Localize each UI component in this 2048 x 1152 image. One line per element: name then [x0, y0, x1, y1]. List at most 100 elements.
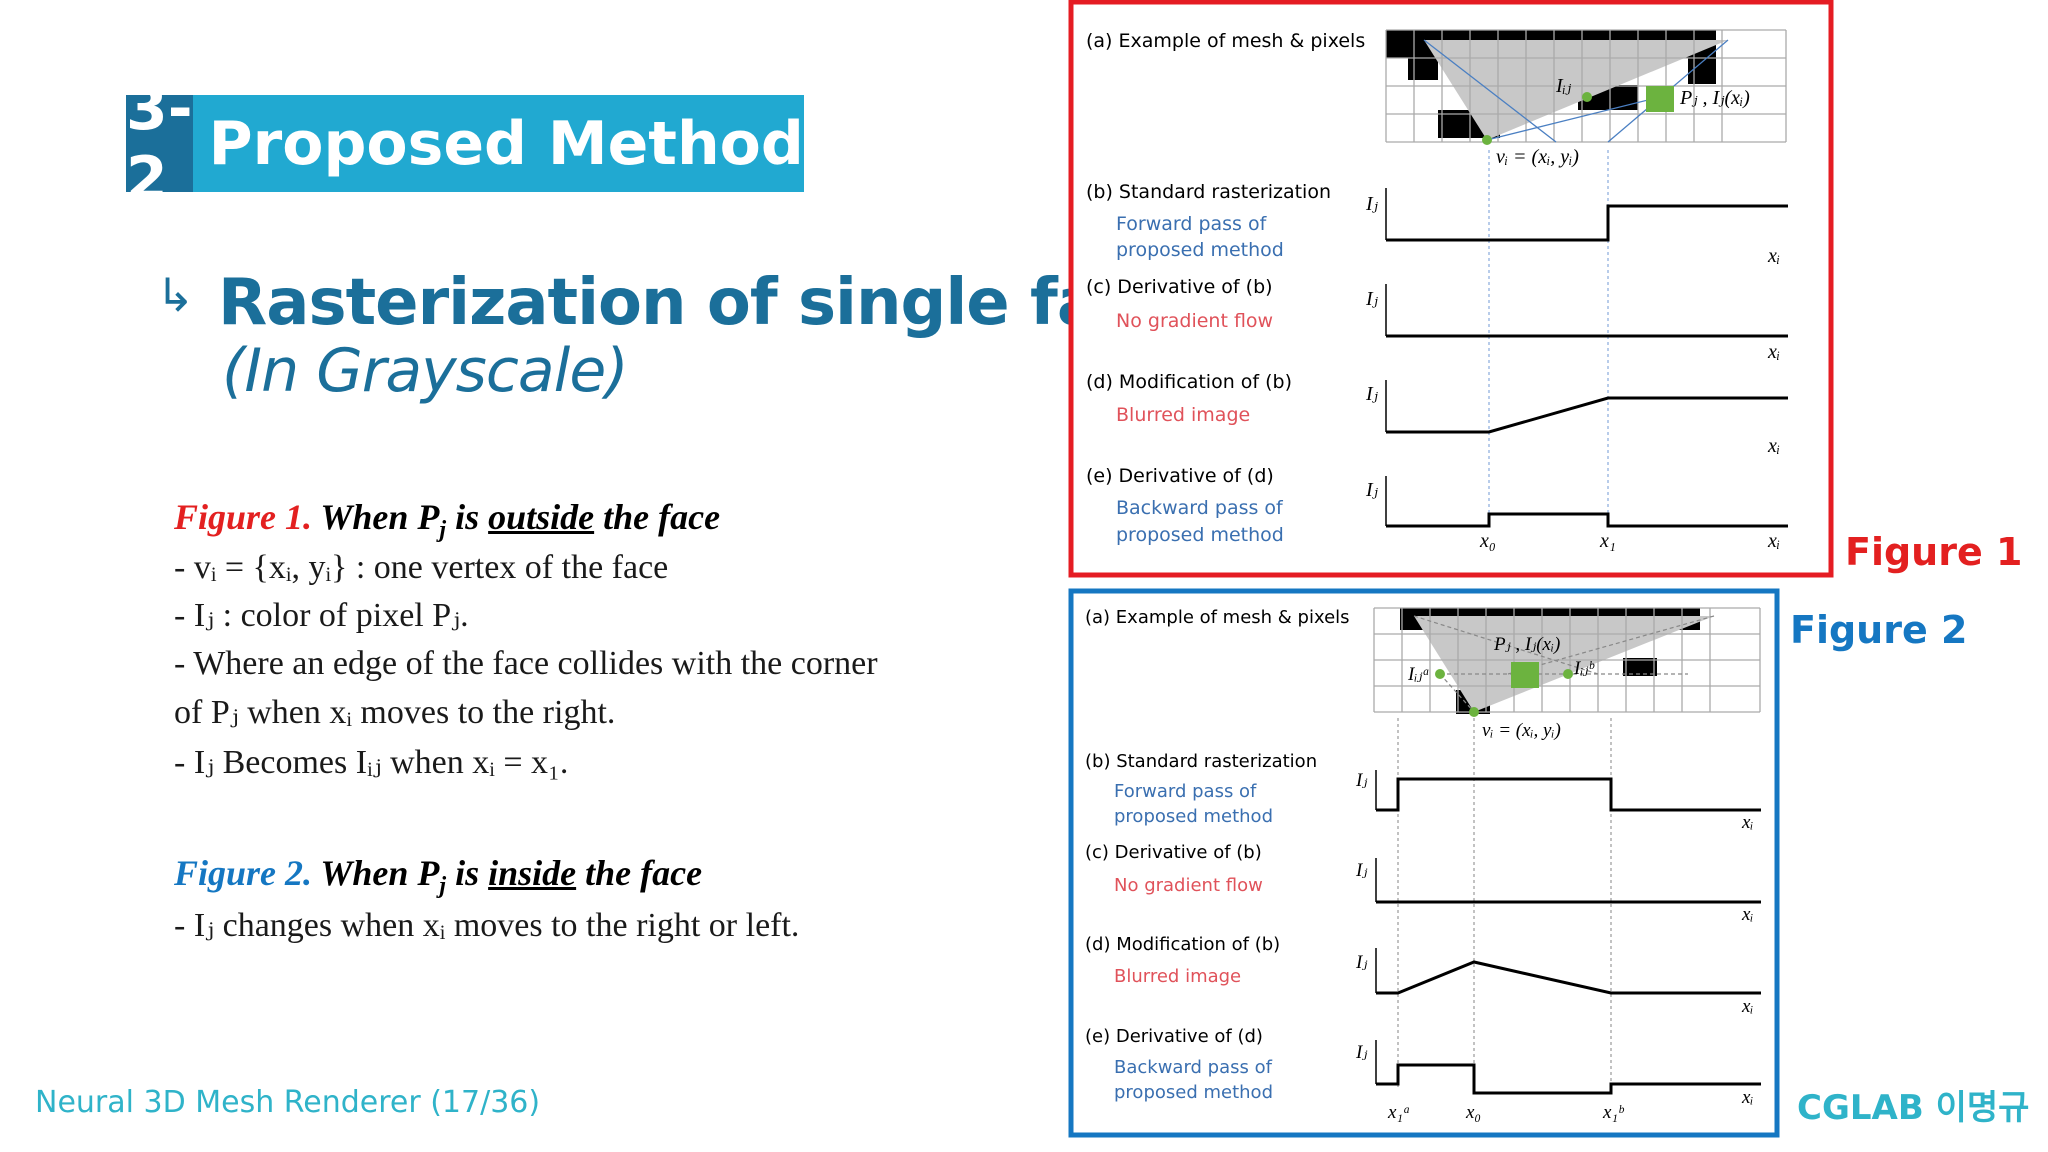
- figure2-black-cell: [1623, 658, 1657, 676]
- figure1-panel-a-label: (a) Example of mesh & pixels: [1086, 30, 1365, 52]
- figure1-edge-line: [1486, 97, 1657, 141]
- figure1-panel-c-label: (c) Derivative of (b): [1086, 276, 1273, 298]
- section-number: 3-2: [126, 73, 193, 214]
- figure1-label: Figure 1: [1845, 530, 2023, 574]
- figure1-d-ij: Iⱼ: [1365, 383, 1379, 405]
- figure1-line-4: of Pⱼ when xᵢ moves to the right.: [174, 694, 616, 731]
- figure1-plots: [1385, 188, 1788, 528]
- section-title-bar: 3-2 Proposed Method: [126, 73, 804, 214]
- figure1-e-ij: Iⱼ: [1365, 479, 1379, 501]
- figure1-panel-d-label: (d) Modification of (b): [1086, 371, 1292, 393]
- figure2-label: Figure 2: [1790, 608, 1968, 652]
- figure1-panel-b-sub1: Forward pass of: [1116, 213, 1268, 235]
- figure2-e-ij: Iⱼ: [1355, 1042, 1367, 1063]
- figure2-x0-label: x₀: [1465, 1102, 1481, 1123]
- figure2-panel-d-sub: Blurred image: [1114, 966, 1241, 987]
- figure1-label-vi: vᵢ = (xᵢ, yᵢ): [1496, 146, 1579, 168]
- figure2-panel-b-label: (b) Standard rasterization: [1085, 751, 1317, 772]
- figure2-panel-e-sub1: Backward pass of: [1114, 1057, 1273, 1078]
- figure1-panel-d-sub: Blurred image: [1116, 404, 1250, 426]
- figure1-caption: Figure 1. When Pj is outside the face: [174, 496, 720, 544]
- figure1-vertex-dot: [1482, 135, 1492, 145]
- figure1-panel-b-label: (b) Standard rasterization: [1086, 181, 1331, 203]
- figure1-e-xi: xᵢ: [1767, 530, 1780, 552]
- figure2-panel-e-sub2: proposed method: [1114, 1082, 1273, 1103]
- figure2-caption-is: is: [446, 853, 489, 893]
- figure1-b-xi: xᵢ: [1767, 245, 1780, 267]
- figure2-panel-b-sub2: proposed method: [1114, 806, 1273, 827]
- figure2-panel-c-label: (c) Derivative of (b): [1085, 842, 1262, 863]
- figure2-dashed-line: [1507, 615, 1715, 675]
- figure2-c-xi: xᵢ: [1741, 904, 1753, 925]
- figure2-panel-c-sub: No gradient flow: [1114, 875, 1263, 896]
- figure2-vertex-dot: [1469, 707, 1479, 717]
- figure2-panel-b-sub1: Forward pass of: [1114, 781, 1257, 802]
- figure1-panel-b-sub2: proposed method: [1116, 239, 1284, 261]
- figure1-panel-e-sub2: proposed method: [1116, 524, 1284, 546]
- figure2-c-ij: Iⱼ: [1355, 860, 1367, 881]
- figure2-pixel-pj: [1511, 662, 1539, 688]
- figure2-line-1: - Iⱼ changes when xᵢ moves to the right …: [174, 907, 800, 944]
- figure2-grid-lines: [1373, 607, 1761, 713]
- footer-author: CGLAB 이명규: [1797, 1088, 2030, 1128]
- figure1-pixel-pj: [1646, 86, 1674, 112]
- figure1-frame: [1068, 0, 1834, 578]
- figure2-e-xi: xᵢ: [1741, 1087, 1753, 1108]
- figure1-caption-label: Figure 1.: [174, 497, 313, 537]
- figure2-b-xi: xᵢ: [1741, 812, 1753, 833]
- figure1-line-3: - Where an edge of the face collides wit…: [174, 645, 878, 682]
- figure2-dashed-line: [1439, 673, 1475, 713]
- figure2-x1b-label: x₁ᵇ: [1602, 1102, 1625, 1123]
- figure2-plot-d-curve: [1376, 960, 1761, 995]
- figure2-caption-label: Figure 2.: [174, 853, 313, 893]
- figure2-caption: Figure 2. When Pj is inside the face: [174, 852, 702, 900]
- figure2-dot-a: [1435, 669, 1445, 679]
- figure1-d-xi: xᵢ: [1767, 435, 1780, 457]
- figure1-line-1: - vᵢ = {xᵢ, yᵢ} : one vertex of the face: [174, 549, 669, 586]
- footer-page-info: Neural 3D Mesh Renderer (17/36): [35, 1085, 541, 1120]
- figure2-caption-rest: the face: [576, 853, 703, 893]
- figure2-d-ij: Iⱼ: [1355, 952, 1367, 973]
- figure2-panel-d-label: (d) Modification of (b): [1085, 934, 1280, 955]
- figure1-plot-b-curve: [1386, 204, 1788, 242]
- figure2-panel-e-label: (e) Derivative of (d): [1085, 1026, 1263, 1047]
- figure1-caption-rest: the face: [594, 497, 721, 537]
- figure2-plot-e-curve: [1376, 1063, 1761, 1095]
- figure1-face-triangle: [1424, 40, 1728, 140]
- figure1-label-iij: Iᵢⱼ: [1555, 75, 1572, 97]
- figure1-c-xi: xᵢ: [1767, 341, 1780, 363]
- figure2-caption-p: P: [417, 853, 440, 893]
- subsection-subheading: (In Grayscale): [222, 336, 629, 406]
- figure2-b-ij: Iⱼ: [1355, 770, 1367, 791]
- figure1-panel-c-sub: No gradient flow: [1116, 310, 1273, 332]
- figure1-plot-d-curve: [1386, 396, 1788, 434]
- figure2-panel-a-label: (a) Example of mesh & pixels: [1085, 607, 1350, 628]
- figure2-caption-sub: j: [439, 873, 447, 900]
- figure2-caption-when: When: [320, 853, 418, 893]
- figure1-panel-e-sub1: Backward pass of: [1116, 497, 1284, 519]
- figure2-d-xi: xᵢ: [1741, 996, 1753, 1017]
- figure2-label-pj: Pⱼ , Iⱼ(xᵢ): [1493, 634, 1560, 655]
- figure1-pixel-grid: Iᵢⱼ Pⱼ , Iⱼ(xᵢ) vᵢ = (xᵢ, yᵢ): [1385, 29, 1787, 168]
- figure1-caption-p: P: [417, 497, 440, 537]
- figure1-panel-e-label: (e) Derivative of (d): [1086, 465, 1274, 487]
- figure2-pixel-grid: Pⱼ , Iⱼ(xᵢ) Iᵢⱼᵃ Iᵢⱼᵇ vᵢ = (xᵢ, yᵢ): [1373, 607, 1761, 741]
- figure2-caption-inside: inside: [488, 853, 577, 893]
- figure1-projection-line: [1423, 39, 1557, 143]
- figure1-b-ij: Iⱼ: [1365, 193, 1379, 215]
- figure1-caption-sub: j: [439, 517, 447, 544]
- figure2-label-iijb: Iᵢⱼᵇ: [1573, 658, 1595, 679]
- figure1-intersection-dot: [1582, 92, 1592, 102]
- figure1-x1-label: x₁: [1599, 530, 1616, 552]
- figure2-label-iija: Iᵢⱼᵃ: [1407, 664, 1430, 685]
- figure2-frame: [1068, 588, 1780, 1138]
- section-title: Proposed Method: [192, 95, 804, 192]
- figure1-black-cell: [1408, 58, 1438, 80]
- figure1-caption-when: When: [320, 497, 418, 537]
- figure1-x0-label: x₀: [1479, 530, 1496, 552]
- figure2-diagram: Pⱼ , Iⱼ(xᵢ) Iᵢⱼᵃ Iᵢⱼᵇ vᵢ = (xᵢ, yᵢ) (a) …: [1068, 588, 1780, 1138]
- subsection-heading: Rasterization of single face: [218, 266, 1179, 340]
- figure2-x1a-label: x₁ᵃ: [1387, 1102, 1411, 1123]
- figure2-label-vi: vᵢ = (xᵢ, yᵢ): [1482, 720, 1561, 741]
- figure2-plot-b-curve: [1376, 777, 1761, 812]
